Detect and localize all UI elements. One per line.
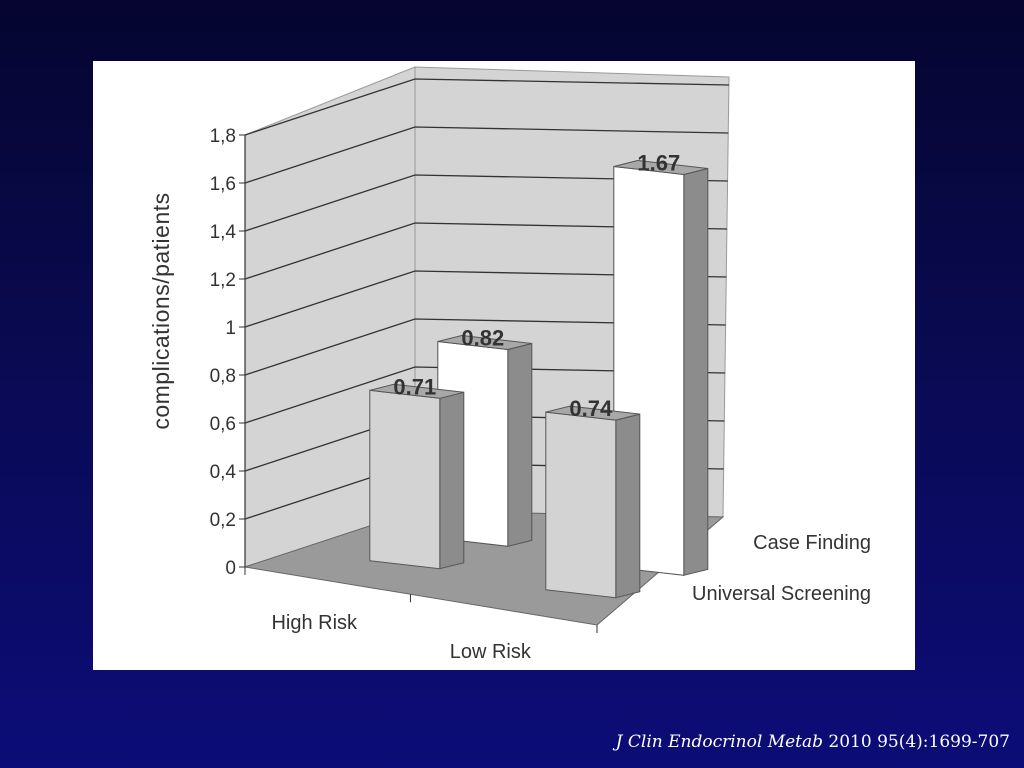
citation-reference: 2010 95(4):1699-707: [828, 732, 1010, 752]
y-tick-label: 1: [225, 318, 236, 339]
bar-case-finding-low-risk-side: [683, 167, 709, 576]
bar-universal-screening-high-risk-side: [439, 391, 465, 570]
bar-universal-screening-high-risk-top: [369, 383, 464, 399]
bar-case-finding-high-risk-side: [507, 342, 533, 547]
gridline: [244, 126, 729, 184]
bar-universal-screening-high-risk-front: [369, 389, 441, 570]
y-axis-label: complications/patients: [148, 192, 174, 429]
depth-category-label: Universal Screening: [692, 583, 871, 605]
y-tick-label: 0,8: [210, 366, 236, 387]
bar-chart-3d: 0 0,2 0,4 0,6 0,8 1 1,2 1,4 1,6 1,8 complications/…: [148, 66, 871, 663]
y-tick-label: 0: [225, 558, 236, 579]
bar-universal-screening-low-risk-top: [545, 405, 640, 421]
bar-case-finding-high-risk-top: [437, 334, 532, 351]
y-tick-label: 0,4: [210, 462, 237, 483]
data-label: 1.67: [637, 150, 680, 175]
bar-universal-screening-high-risk: 0.71: [369, 374, 465, 570]
depth-category-label: Case Finding: [753, 532, 871, 554]
bar-universal-screening-low-risk-side: [615, 413, 641, 599]
data-label: 0.71: [393, 374, 436, 399]
data-label: 0.74: [569, 396, 613, 421]
y-tick-label: 0,2: [210, 510, 236, 531]
y-tick-label: 0,6: [210, 414, 236, 435]
bar-universal-screening-low-risk: 0.74: [545, 396, 641, 599]
y-tick-label: 1,8: [210, 126, 236, 147]
citation-journal: J Clin Endocrinol Metab: [615, 732, 824, 752]
bar-universal-screening-low-risk-front: [545, 411, 617, 599]
gridline: [244, 78, 730, 136]
chart-panel: 0 0,2 0,4 0,6 0,8 1 1,2 1,4 1,6 1,8 complications/…: [93, 61, 915, 670]
category-label: Low Risk: [450, 641, 532, 663]
y-tick-label: 1,4: [210, 222, 237, 243]
y-tick-label: 1,6: [210, 174, 236, 195]
data-label: 0.82: [461, 325, 504, 350]
y-tick-label: 1,2: [210, 270, 236, 291]
citation: J Clin Endocrinol Metab 2010 95(4):1699-…: [616, 732, 1010, 752]
category-label: High Risk: [271, 612, 358, 634]
bar-case-finding-low-risk-top: [613, 159, 708, 176]
